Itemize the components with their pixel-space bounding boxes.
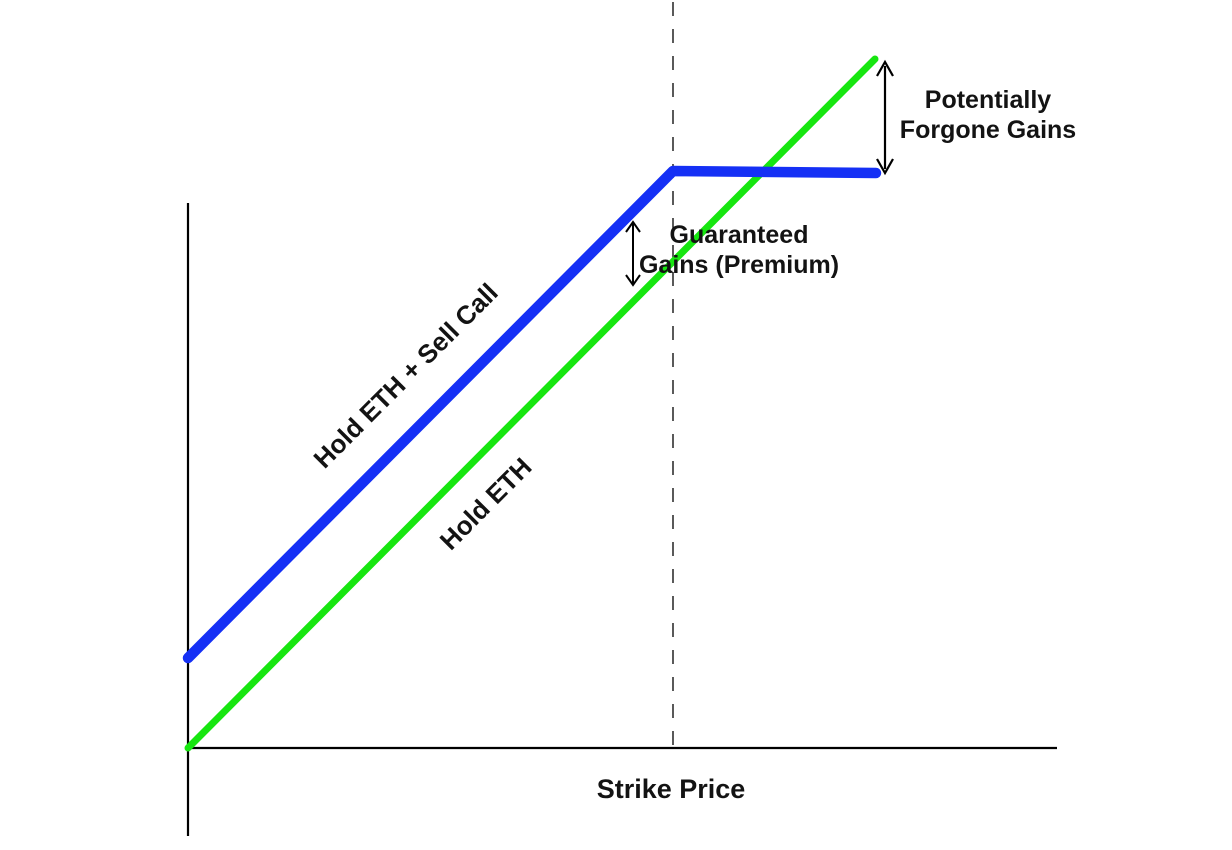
svg-text:Forgone Gains: Forgone Gains: [900, 116, 1076, 144]
svg-text:Guaranteed: Guaranteed: [670, 221, 809, 249]
svg-text:Gains (Premium): Gains (Premium): [639, 251, 839, 279]
svg-text:Potentially: Potentially: [925, 86, 1052, 114]
svg-text:Strike Price: Strike Price: [597, 774, 746, 804]
